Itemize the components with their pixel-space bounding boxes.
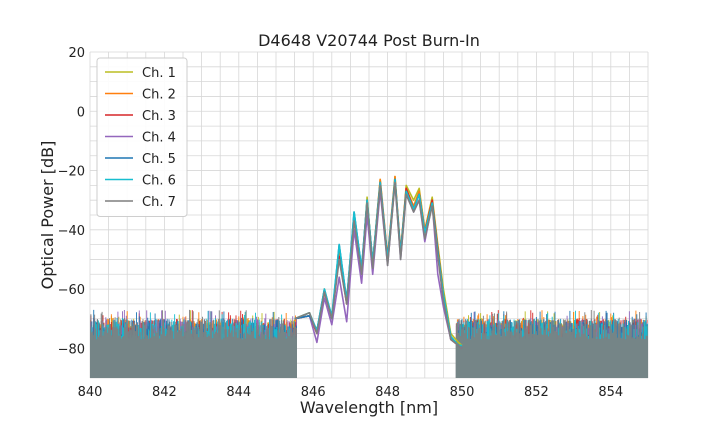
x-tick-label: 854 xyxy=(598,385,623,400)
x-tick-label: 840 xyxy=(78,385,103,400)
y-tick-label: −60 xyxy=(58,283,85,298)
legend: Ch. 1 Ch. 2 Ch. 3 Ch. 4 Ch. 5 Ch. 6 Ch. 7 xyxy=(96,57,188,217)
y-axis-label: Optical Power [dB] xyxy=(38,141,57,290)
y-tick-label: 0 xyxy=(77,105,85,120)
noise-trace-7 xyxy=(455,310,648,378)
y-tick-label: −20 xyxy=(58,165,85,180)
legend-label: Ch. 3 xyxy=(142,109,176,124)
x-axis-label: Wavelength [nm] xyxy=(300,398,438,417)
x-tick-label: 852 xyxy=(524,385,549,400)
legend-label: Ch. 6 xyxy=(142,174,176,189)
legend-label: Ch. 5 xyxy=(142,152,176,167)
y-tick-label: 20 xyxy=(68,46,85,61)
x-tick-label: 848 xyxy=(375,385,400,400)
noise-floor-group xyxy=(90,309,648,378)
legend-label: Ch. 4 xyxy=(142,131,176,146)
noise-trace-7 xyxy=(90,309,297,378)
chart-title: D4648 V20744 Post Burn-In xyxy=(258,31,480,50)
legend-label: Ch. 2 xyxy=(142,88,176,103)
series-line-7 xyxy=(294,181,463,350)
legend-box xyxy=(96,57,188,217)
legend-label: Ch. 1 xyxy=(142,66,176,81)
x-tick-label: 844 xyxy=(226,385,251,400)
x-tick-label: 850 xyxy=(450,385,475,400)
series-group xyxy=(294,175,463,350)
tick-labels: 840 842 844 846 848 850 852 854 20 0 −20 −40 −60 −80 xyxy=(58,46,624,400)
x-tick-label: 846 xyxy=(301,385,326,400)
x-tick-label: 842 xyxy=(152,385,177,400)
legend-label: Ch. 7 xyxy=(142,195,176,210)
y-tick-label: −80 xyxy=(58,342,85,357)
y-tick-label: −40 xyxy=(58,224,85,239)
